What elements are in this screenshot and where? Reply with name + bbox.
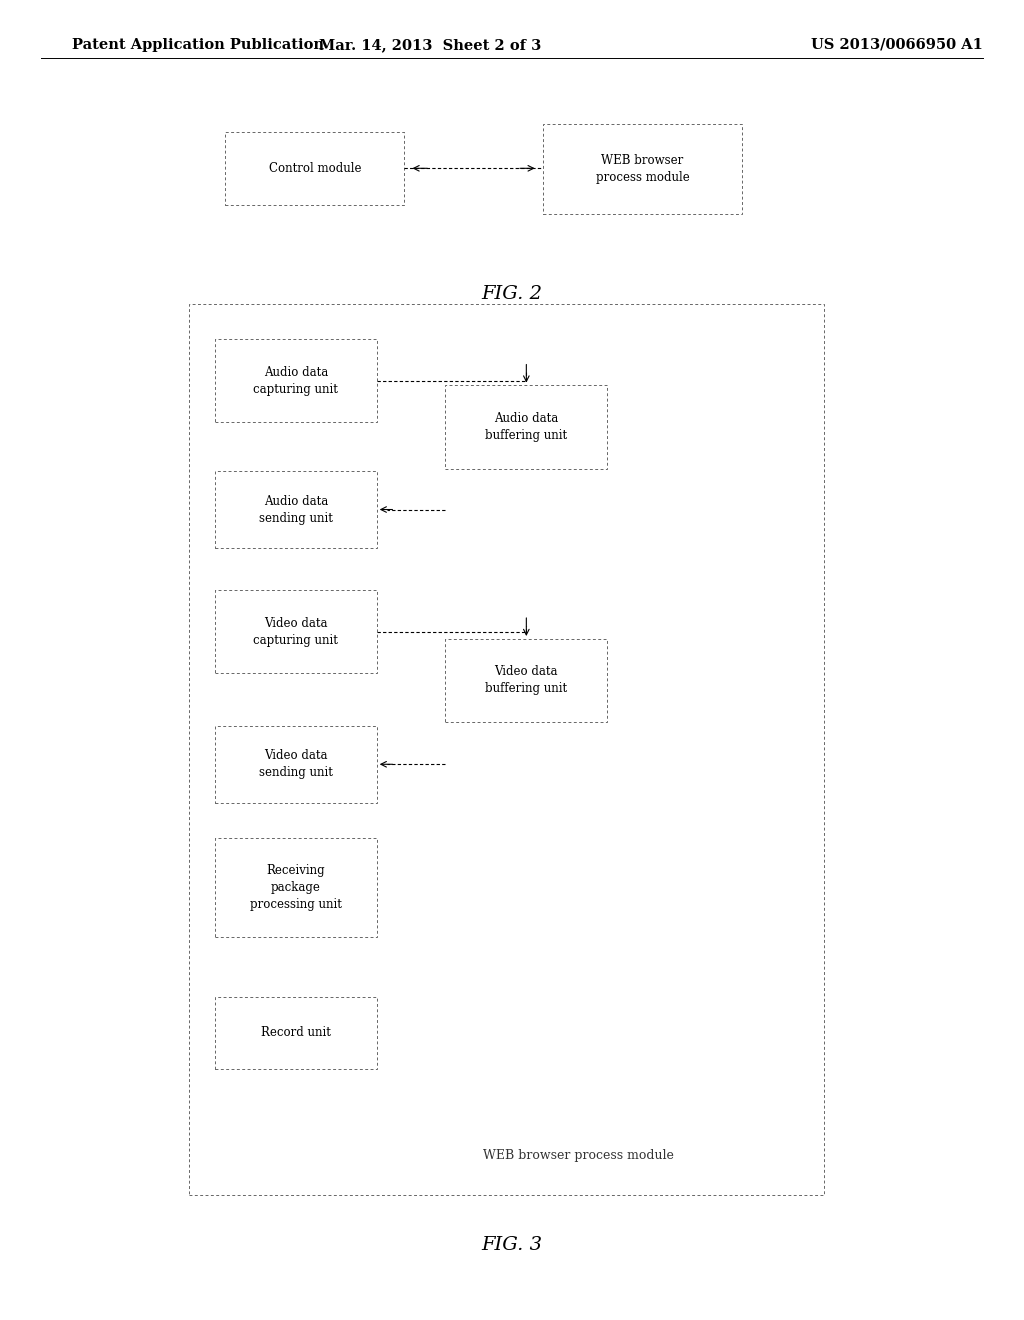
Bar	[445, 385, 607, 469]
Bar	[215, 726, 377, 803]
Text: Audio data
sending unit: Audio data sending unit	[259, 495, 333, 524]
Bar	[215, 471, 377, 548]
Bar	[215, 838, 377, 937]
Bar	[215, 339, 377, 422]
Bar	[225, 132, 404, 205]
Text: Mar. 14, 2013  Sheet 2 of 3: Mar. 14, 2013 Sheet 2 of 3	[318, 38, 542, 51]
Text: Record unit: Record unit	[261, 1027, 331, 1039]
Bar	[189, 304, 824, 1195]
Text: Receiving
package
processing unit: Receiving package processing unit	[250, 865, 342, 911]
Text: FIG. 2: FIG. 2	[481, 285, 543, 304]
Text: FIG. 3: FIG. 3	[481, 1236, 543, 1254]
Text: Audio data
capturing unit: Audio data capturing unit	[254, 366, 338, 396]
Text: Video data
capturing unit: Video data capturing unit	[254, 616, 338, 647]
Text: Audio data
buffering unit: Audio data buffering unit	[485, 412, 567, 442]
Bar	[215, 590, 377, 673]
Bar	[543, 124, 742, 214]
Text: WEB browser process module: WEB browser process module	[483, 1148, 674, 1162]
Text: Video data
sending unit: Video data sending unit	[259, 750, 333, 779]
Text: US 2013/0066950 A1: US 2013/0066950 A1	[811, 38, 983, 51]
Text: Patent Application Publication: Patent Application Publication	[72, 38, 324, 51]
Bar	[445, 639, 607, 722]
Bar	[215, 997, 377, 1069]
Text: Video data
buffering unit: Video data buffering unit	[485, 665, 567, 696]
Text: WEB browser
process module: WEB browser process module	[596, 154, 689, 183]
Text: Control module: Control module	[268, 162, 361, 174]
